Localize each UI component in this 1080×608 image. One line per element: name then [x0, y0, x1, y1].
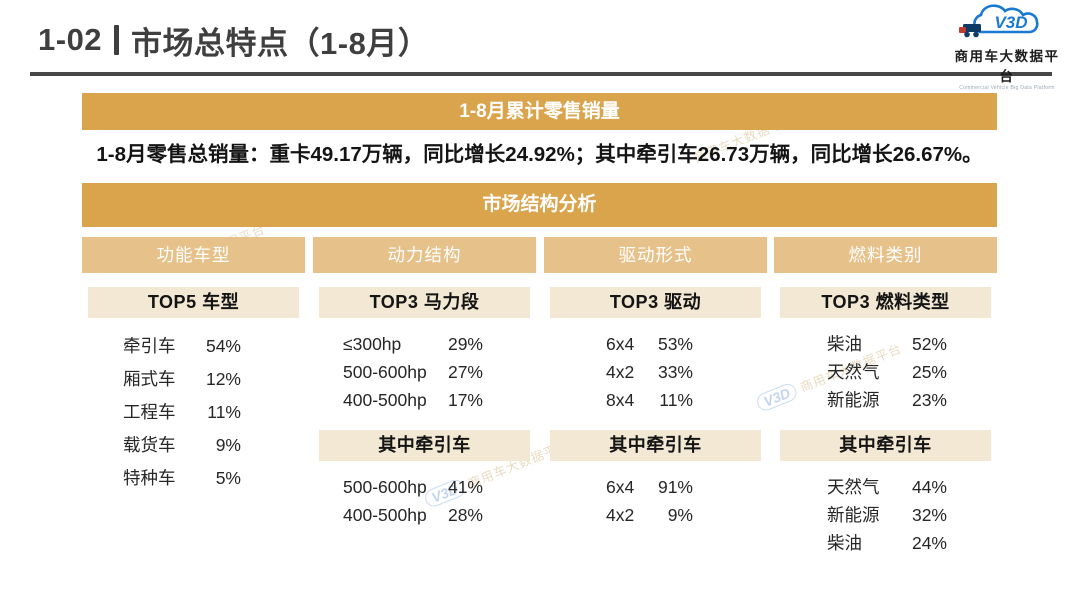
stat-label: 4x2 [606, 362, 635, 382]
stat-value: 32% [911, 505, 947, 525]
stat-label: 新能源 [827, 505, 880, 525]
stat-label: 500-600hp [343, 477, 427, 497]
stat-row: 6x4 91% [606, 473, 693, 501]
stat-row: 柴油 24% [827, 529, 947, 557]
stat-label: 8x4 [606, 390, 635, 410]
section-header: TOP3 驱动 [550, 287, 761, 318]
category-header-function-type: 功能车型 [82, 237, 305, 273]
stat-value: 28% [447, 505, 483, 525]
stat-row: 6x4 53% [606, 330, 693, 358]
stat-value: 5% [215, 468, 241, 488]
summary-band-header: 1-8月累计零售销量 [82, 93, 997, 130]
column-fuel-type: TOP3 燃料类型 柴油 52% 天然气 25% 新能源 23% 其中牵引车 天… [774, 287, 997, 557]
stat-label: 柴油 [827, 334, 862, 354]
stat-value: 53% [657, 334, 693, 354]
stat-label: 4x2 [606, 505, 635, 525]
section-header: 其中牵引车 [780, 430, 991, 461]
stat-rows: ≤300hp 29% 500-600hp 27% 400-500hp 17% [313, 330, 536, 414]
v3d-cloud-truck-icon: V3D [959, 4, 1039, 38]
category-header-fuel-type: 燃料类别 [774, 237, 997, 273]
stat-label: 牵引车 [123, 336, 176, 356]
section-header: 其中牵引车 [550, 430, 761, 461]
stat-value: 23% [911, 390, 947, 410]
column-function-type: TOP5 车型 牵引车 54% 厢式车 12% 工程车 11% 载货车 9% 特… [82, 287, 305, 495]
section-header: TOP3 燃料类型 [780, 287, 991, 318]
stat-rows: 500-600hp 41% 400-500hp 28% [313, 473, 536, 529]
analysis-band-header: 市场结构分析 [82, 183, 997, 227]
stat-row: 厢式车 12% [123, 363, 241, 396]
stat-row: 工程车 11% [123, 396, 241, 429]
stat-rows: 天然气 44% 新能源 32% 柴油 24% [774, 473, 997, 557]
stat-label: 柴油 [827, 533, 862, 553]
stat-value: 12% [205, 369, 241, 389]
stat-value: 17% [447, 390, 483, 410]
section-header: TOP5 车型 [88, 287, 299, 318]
category-header-power-structure: 动力结构 [313, 237, 536, 273]
stat-label: ≤300hp [343, 334, 402, 354]
stat-label: 天然气 [827, 477, 880, 497]
stat-row: 载货车 9% [123, 429, 241, 462]
title-separator [114, 25, 120, 55]
section-number: 1-02 [38, 22, 103, 57]
stat-value: 9% [215, 435, 241, 455]
section-header: 其中牵引车 [319, 430, 530, 461]
stat-value: 9% [667, 505, 693, 525]
stat-row: 新能源 32% [827, 501, 947, 529]
stat-row: 500-600hp 27% [343, 358, 483, 386]
stat-value: 29% [447, 334, 483, 354]
stat-value: 52% [911, 334, 947, 354]
stat-row: 天然气 25% [827, 358, 947, 386]
stat-row: 天然气 44% [827, 473, 947, 501]
stat-label: 新能源 [827, 390, 880, 410]
svg-text:V3D: V3D [994, 13, 1027, 32]
stat-row: 400-500hp 28% [343, 501, 483, 529]
stat-value: 33% [657, 362, 693, 382]
stat-rows: 6x4 91% 4x2 9% [544, 473, 767, 529]
stat-label: 400-500hp [343, 390, 427, 410]
stat-label: 工程车 [123, 402, 176, 422]
stat-label: 特种车 [123, 468, 176, 488]
stat-value: 41% [447, 477, 483, 497]
stat-rows: 牵引车 54% 厢式车 12% 工程车 11% 载货车 9% 特种车 5% [82, 330, 305, 495]
stat-label: 天然气 [827, 362, 880, 382]
stat-label: 400-500hp [343, 505, 427, 525]
stat-row: ≤300hp 29% [343, 330, 483, 358]
stat-row: 新能源 23% [827, 386, 947, 414]
stat-value: 24% [911, 533, 947, 553]
section-header: TOP3 马力段 [319, 287, 530, 318]
page-title: 1-02 市场总特点（1-8月） [38, 18, 429, 62]
stat-row: 500-600hp 41% [343, 473, 483, 501]
stat-rows: 6x4 53% 4x2 33% 8x4 11% [544, 330, 767, 414]
stat-row: 4x2 33% [606, 358, 693, 386]
stat-value: 11% [207, 402, 241, 422]
stat-label: 6x4 [606, 334, 635, 354]
stat-value: 27% [447, 362, 483, 382]
title-text: 市场总特点（1-8月） [131, 25, 430, 61]
stat-value: 25% [911, 362, 947, 382]
stat-row: 400-500hp 17% [343, 386, 483, 414]
stat-value: 11% [659, 390, 693, 410]
stat-value: 54% [205, 336, 241, 356]
title-underline [30, 72, 1052, 76]
stat-rows: 柴油 52% 天然气 25% 新能源 23% [774, 330, 997, 414]
stat-value: 91% [657, 477, 693, 497]
logo-name-cn: 商用车大数据平台 [954, 49, 1060, 84]
stat-label: 500-600hp [343, 362, 427, 382]
column-power-structure: TOP3 马力段 ≤300hp 29% 500-600hp 27% 400-50… [313, 287, 536, 529]
logo-name-en: Commercial Vehicle Big Data Platform [959, 85, 1055, 91]
brand-logo: V3D 商用车大数据平台 Commercial Vehicle Big Data… [948, 4, 1066, 91]
stat-label: 6x4 [606, 477, 635, 497]
stat-label: 厢式车 [123, 369, 176, 389]
stat-value: 44% [911, 477, 947, 497]
column-drive-form: TOP3 驱动 6x4 53% 4x2 33% 8x4 11% 其中牵引车 6x… [544, 287, 767, 529]
stat-label: 载货车 [123, 435, 176, 455]
stat-row: 柴油 52% [827, 330, 947, 358]
category-header-drive-form: 驱动形式 [544, 237, 767, 273]
stat-row: 8x4 11% [606, 386, 693, 414]
stat-row: 特种车 5% [123, 462, 241, 495]
stat-row: 4x2 9% [606, 501, 693, 529]
summary-text: 1-8月零售总销量：重卡49.17万辆，同比增长24.92%；其中牵引车26.7… [96, 143, 983, 166]
stat-row: 牵引车 54% [123, 330, 241, 363]
